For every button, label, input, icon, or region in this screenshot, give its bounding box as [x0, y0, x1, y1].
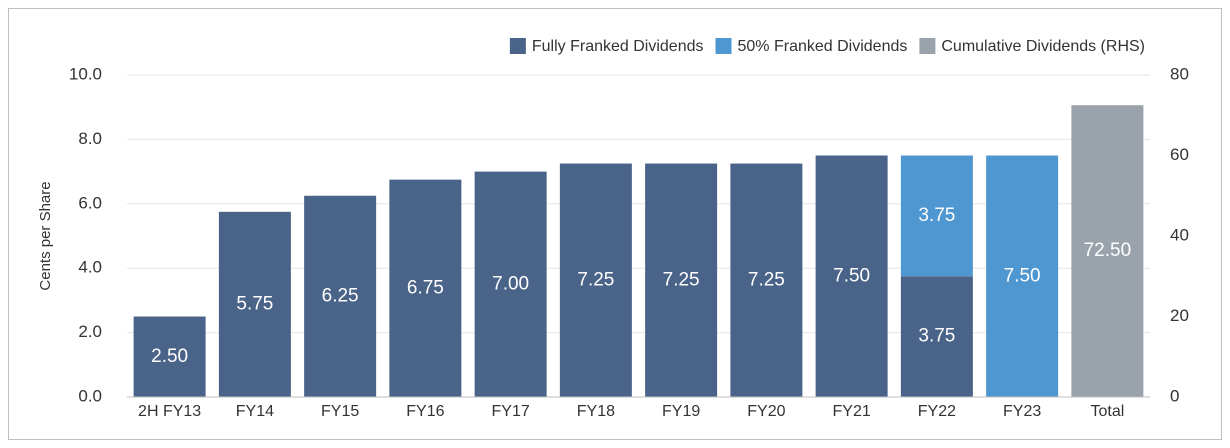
x-tick-label: FY19	[662, 403, 700, 420]
x-tick-label: FY17	[492, 403, 530, 420]
x-tick-label: FY18	[577, 403, 615, 420]
legend-swatch	[919, 38, 936, 54]
x-tick-label: FY20	[747, 403, 785, 420]
bar	[218, 211, 291, 397]
value-label: 6.75	[407, 277, 444, 298]
x-tick-label: Total	[1090, 403, 1124, 420]
legend-swatch	[715, 38, 732, 54]
value-label: 6.25	[322, 285, 359, 306]
value-label: 7.25	[748, 269, 785, 290]
y2-tick-label: 80	[1170, 64, 1189, 83]
bar	[1071, 105, 1144, 397]
y2-tick-label: 0	[1170, 386, 1179, 405]
y2-tick-label: 20	[1170, 306, 1189, 325]
x-tick-label: FY23	[1003, 403, 1041, 420]
y-tick-label: 10.0	[69, 64, 102, 83]
legend-label: Cumulative Dividends (RHS)	[941, 38, 1145, 55]
value-label: 3.75	[918, 326, 955, 347]
value-label: 7.50	[833, 265, 870, 286]
bar	[389, 179, 462, 397]
y-tick-label: 8.0	[78, 129, 102, 148]
x-tick-label: FY16	[406, 403, 444, 420]
value-label: 7.50	[1004, 265, 1041, 286]
bar	[559, 163, 632, 397]
y-tick-label: 6.0	[78, 193, 102, 212]
x-tick-label: FY14	[236, 403, 274, 420]
bar	[645, 163, 718, 397]
y-tick-label: 2.0	[78, 322, 102, 341]
y-tick-label: 4.0	[78, 258, 102, 277]
bar	[133, 316, 206, 397]
bar	[900, 276, 973, 397]
y-tick-label: 0.0	[78, 386, 102, 405]
bar	[304, 195, 377, 397]
bar	[730, 163, 803, 397]
bar	[474, 171, 547, 397]
x-tick-label: FY21	[833, 403, 871, 420]
y2-tick-label: 40	[1170, 225, 1189, 244]
legend-label: Fully Franked Dividends	[532, 38, 704, 55]
y-axis-label: Cents per Share	[37, 181, 54, 290]
value-label: 7.25	[577, 269, 614, 290]
bar	[986, 155, 1059, 397]
value-label: 3.75	[918, 205, 955, 226]
legend-swatch	[509, 38, 526, 54]
value-label: 72.50	[1084, 240, 1132, 261]
value-label: 5.75	[236, 293, 273, 314]
y2-tick-label: 60	[1170, 145, 1189, 164]
frame	[8, 8, 1222, 440]
bar	[900, 155, 973, 277]
value-label: 7.25	[663, 269, 700, 290]
x-tick-label: FY22	[918, 403, 956, 420]
x-tick-label: 2H FY13	[138, 403, 201, 420]
value-label: 2.50	[151, 346, 188, 367]
value-label: 7.00	[492, 273, 529, 294]
legend-label: 50% Franked Dividends	[738, 38, 908, 55]
x-tick-label: FY15	[321, 403, 359, 420]
bar	[815, 155, 888, 397]
